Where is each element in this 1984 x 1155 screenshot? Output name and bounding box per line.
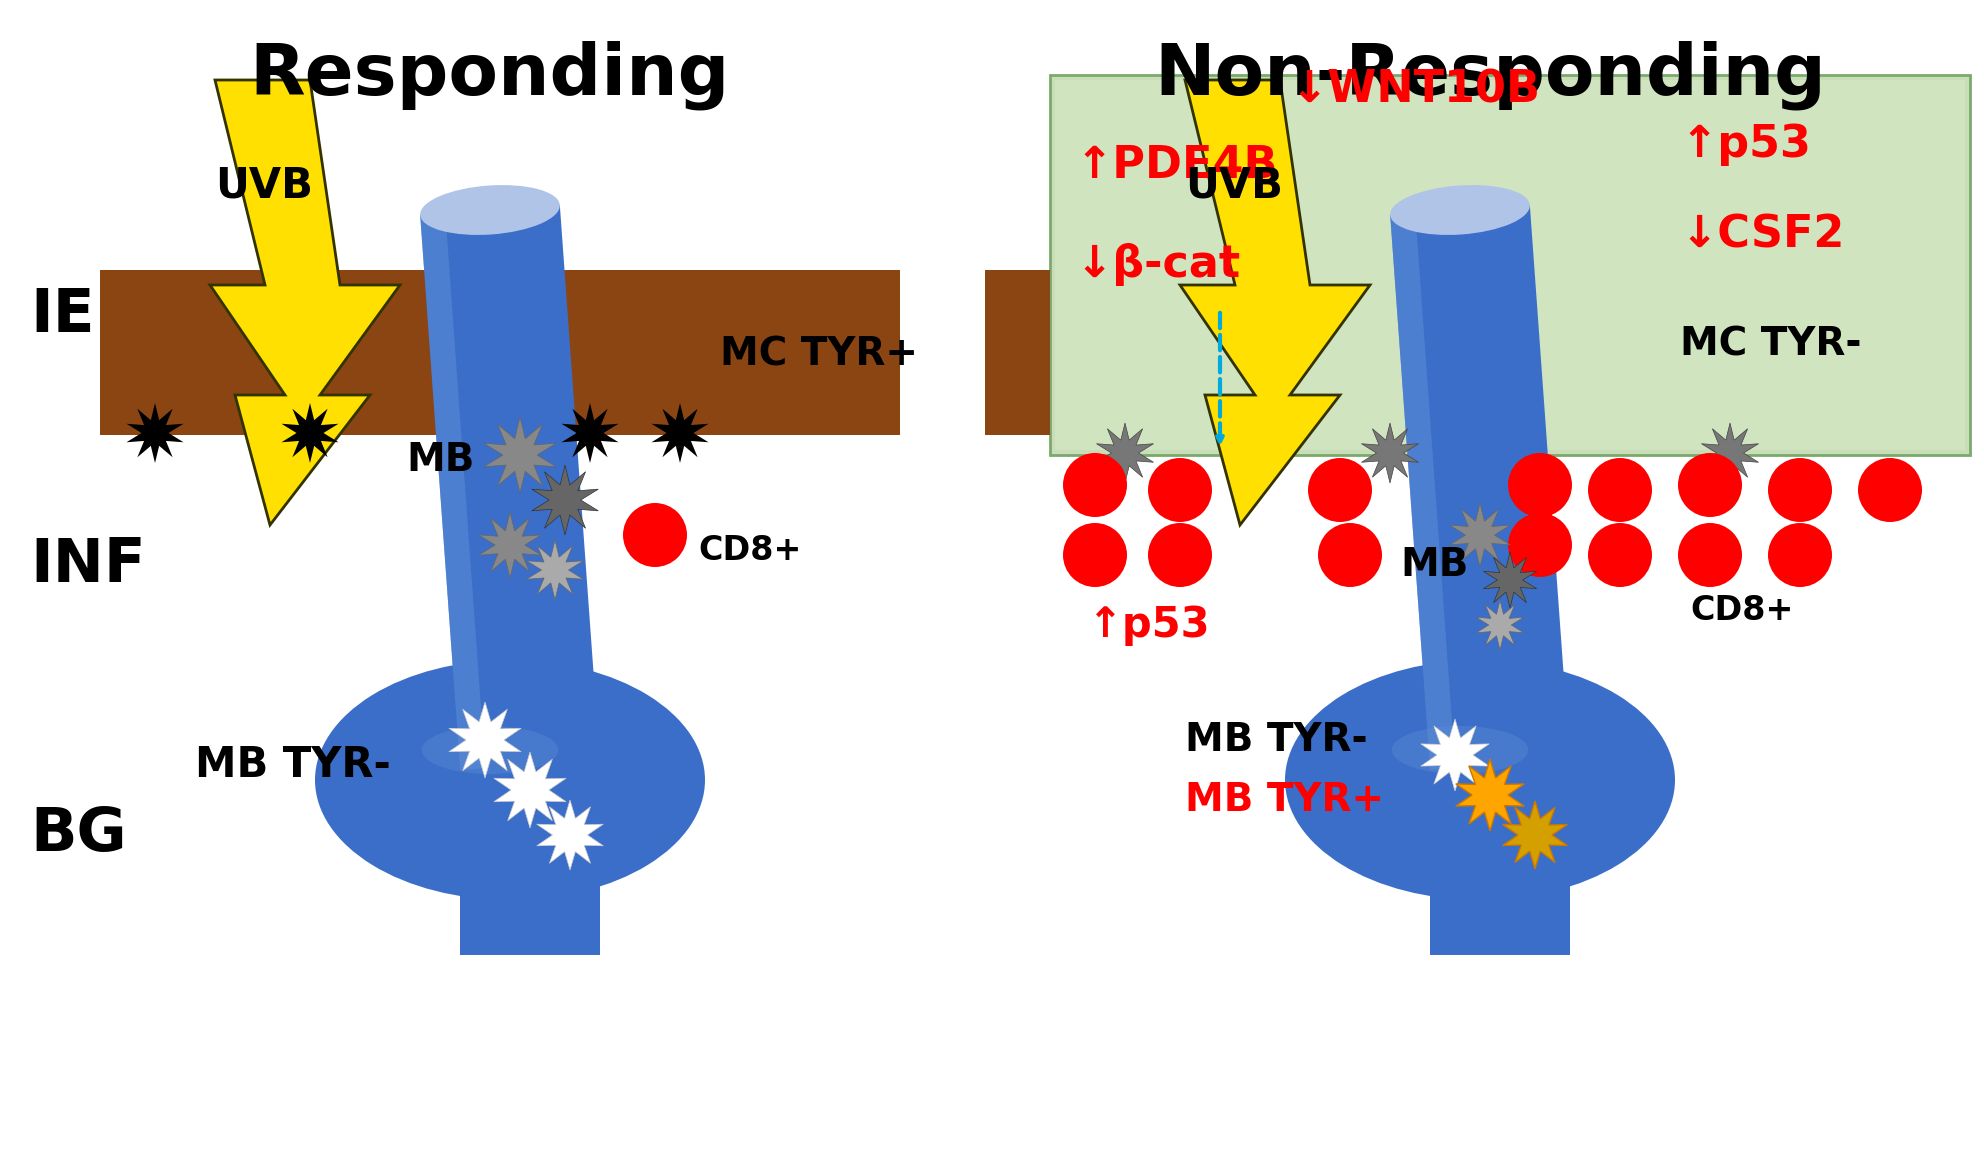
Polygon shape — [484, 417, 556, 493]
Circle shape — [1317, 523, 1383, 587]
Circle shape — [1063, 523, 1127, 587]
Bar — [1430, 755, 1569, 955]
Text: UVB: UVB — [1184, 164, 1284, 206]
Polygon shape — [421, 204, 599, 770]
Polygon shape — [532, 465, 599, 535]
Text: MC TYR-: MC TYR- — [1680, 326, 1861, 364]
Polygon shape — [1502, 802, 1567, 869]
Bar — [460, 755, 599, 955]
Ellipse shape — [421, 185, 559, 234]
Polygon shape — [1484, 552, 1538, 608]
Polygon shape — [1361, 423, 1419, 483]
Circle shape — [1508, 513, 1571, 578]
Text: MB: MB — [1401, 546, 1468, 584]
Polygon shape — [1456, 759, 1524, 830]
Text: UVB: UVB — [214, 164, 313, 206]
Text: ↑PDE4B: ↑PDE4B — [1075, 143, 1278, 186]
Text: ↓WNT10B: ↓WNT10B — [1290, 68, 1540, 112]
Circle shape — [1149, 459, 1212, 522]
Polygon shape — [282, 403, 339, 463]
Polygon shape — [421, 214, 486, 770]
Ellipse shape — [423, 726, 558, 774]
Ellipse shape — [1286, 660, 1674, 900]
Circle shape — [1587, 523, 1653, 587]
Bar — [984, 270, 1050, 435]
Text: CD8+: CD8+ — [698, 534, 802, 566]
Circle shape — [1149, 523, 1212, 587]
Polygon shape — [561, 403, 619, 463]
Bar — [1050, 75, 1970, 455]
Circle shape — [1307, 459, 1373, 522]
Bar — [1055, 80, 1964, 450]
Circle shape — [1768, 459, 1831, 522]
Ellipse shape — [315, 660, 704, 900]
Text: MB TYR-: MB TYR- — [194, 744, 391, 787]
Text: BG: BG — [30, 805, 127, 864]
Circle shape — [1508, 453, 1571, 517]
Circle shape — [1587, 459, 1653, 522]
Circle shape — [1768, 523, 1831, 587]
Polygon shape — [210, 80, 401, 526]
Ellipse shape — [1391, 185, 1530, 234]
Text: ↑p53: ↑p53 — [1680, 124, 1811, 166]
Polygon shape — [538, 800, 603, 870]
Text: MB: MB — [407, 441, 474, 479]
Text: Non-Responding: Non-Responding — [1155, 40, 1825, 110]
Polygon shape — [127, 403, 185, 463]
Polygon shape — [1702, 423, 1758, 483]
Polygon shape — [1097, 423, 1153, 483]
Polygon shape — [526, 541, 583, 599]
Text: MB TYR+: MB TYR+ — [1184, 781, 1385, 819]
Text: IE: IE — [30, 285, 95, 344]
Text: INF: INF — [30, 536, 145, 595]
Polygon shape — [1476, 599, 1524, 650]
Polygon shape — [1391, 214, 1456, 770]
Circle shape — [1063, 453, 1127, 517]
Circle shape — [623, 502, 686, 567]
Ellipse shape — [1391, 726, 1528, 774]
Text: ↓CSF2: ↓CSF2 — [1680, 214, 1845, 256]
Text: ↓β-cat: ↓β-cat — [1075, 244, 1240, 286]
Polygon shape — [448, 702, 522, 778]
Circle shape — [1857, 459, 1922, 522]
Polygon shape — [494, 752, 565, 828]
Text: CD8+: CD8+ — [1690, 594, 1794, 626]
Bar — [99, 270, 901, 435]
Polygon shape — [1421, 720, 1490, 791]
Circle shape — [1678, 523, 1742, 587]
Text: MB TYR-: MB TYR- — [1184, 721, 1367, 759]
Polygon shape — [1391, 204, 1569, 770]
Text: ↑p53: ↑p53 — [1087, 604, 1210, 646]
Polygon shape — [651, 403, 708, 463]
Circle shape — [1678, 453, 1742, 517]
Polygon shape — [1180, 80, 1371, 526]
Text: MC TYR+: MC TYR+ — [720, 336, 919, 374]
Polygon shape — [1450, 502, 1510, 567]
Polygon shape — [478, 512, 542, 578]
Text: Responding: Responding — [250, 40, 730, 110]
